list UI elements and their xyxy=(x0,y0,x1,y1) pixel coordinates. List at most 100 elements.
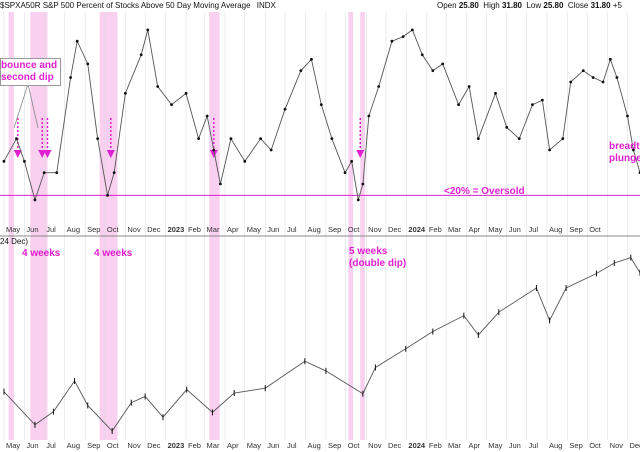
annotation-weeks-jun: 4 weeks xyxy=(22,248,61,259)
breadth-point-10 xyxy=(106,193,109,197)
breadth-point-13 xyxy=(139,53,143,57)
high-label: High xyxy=(483,1,500,10)
title-text: $SPXA50R S&P 500 Percent of Stocks Above… xyxy=(0,1,251,10)
lower-panel-header: 24 Dec) xyxy=(0,237,28,246)
highlight-band-3 xyxy=(209,12,220,440)
axis-bottom-label-19: Dec xyxy=(387,441,402,450)
low-value: 25.80 xyxy=(543,1,564,10)
axis-top-label-1: Jun xyxy=(26,225,39,234)
spx-line xyxy=(3,257,640,432)
breadth-point-3 xyxy=(33,198,37,202)
axis-bottom-label-9: Feb xyxy=(188,441,201,450)
breadth-point-19 xyxy=(205,114,209,118)
axis-top-label-14: Jul xyxy=(287,225,297,234)
annotation-oversold: <20% = Oversold xyxy=(444,186,525,197)
axis-bottom-label-18: Nov xyxy=(368,441,382,450)
axis-bottom-label-15: Aug xyxy=(307,441,321,450)
axis-bottom-label-8: 2023 xyxy=(167,441,185,450)
annotation-breadth-line1: breadth xyxy=(609,141,640,152)
annotation-bounce-line2: second dip xyxy=(1,72,54,83)
breadth-series xyxy=(2,28,640,202)
annotation-weeks-oct23-line1: 5 weeks xyxy=(349,246,388,257)
breadth-point-5 xyxy=(55,171,59,175)
bounce-pointer-1 xyxy=(13,83,29,129)
breadth-point-30 xyxy=(330,137,334,141)
axis-top-label-10: Mar xyxy=(206,225,220,234)
breadth-point-16 xyxy=(170,103,173,107)
breadth-point-20 xyxy=(212,148,216,152)
breadth-point-31 xyxy=(343,171,347,175)
close-label: Close xyxy=(567,1,589,10)
breadth-point-35 xyxy=(367,114,371,118)
dip-arrow-head-1 xyxy=(38,150,47,158)
axis-bottom-label-16: Sep xyxy=(327,441,342,450)
breadth-point-51 xyxy=(548,148,552,152)
highlight-band-1 xyxy=(30,12,48,440)
breadth-point-41 xyxy=(431,69,435,73)
axis-top-label-3: Aug xyxy=(66,225,81,234)
annotation-bounce: bounce and second dip xyxy=(0,58,62,86)
breadth-point-24 xyxy=(259,137,263,141)
close-value: 31.80 xyxy=(590,1,611,10)
breadth-point-34 xyxy=(361,182,365,186)
highlight-bands xyxy=(8,12,365,440)
annotation-weeks-oct23-line2: (double dip) xyxy=(349,258,407,269)
axis-bottom-label-20: 2024 xyxy=(408,441,426,450)
spx-series xyxy=(3,254,640,435)
breadth-point-45 xyxy=(476,137,480,141)
axis-top-label-28: Sep xyxy=(569,225,583,234)
axis-top-label-0: May xyxy=(5,225,21,234)
breadth-point-27 xyxy=(299,69,303,73)
breadth-point-57 xyxy=(608,57,612,61)
breadth-point-37 xyxy=(390,39,394,43)
breadth-point-6 xyxy=(69,76,72,79)
breadth-point-48 xyxy=(517,137,521,141)
breadth-point-25 xyxy=(269,148,273,152)
axis-bottom-label-23: Apr xyxy=(468,441,481,450)
breadth-point-18 xyxy=(197,137,200,141)
breadth-point-55 xyxy=(591,76,595,79)
annotation-weeks-oct22: 4 weeks xyxy=(94,248,133,259)
axis-top-label-22: Mar xyxy=(448,225,461,234)
breadth-point-15 xyxy=(156,85,160,88)
breadth-point-8 xyxy=(86,62,90,66)
axis-bottom-label-28: Sep xyxy=(569,441,583,450)
axis-top-label-16: Sep xyxy=(327,225,342,234)
axis-bottom-label-21: Feb xyxy=(428,441,442,450)
breadth-point-42 xyxy=(441,62,445,66)
axis-bottom-label-10: Mar xyxy=(206,441,220,450)
axis-top-label-25: Jun xyxy=(508,225,521,234)
axis-top-label-12: May xyxy=(246,225,261,234)
axis-top-label-24: May xyxy=(488,225,503,234)
axis-top-label-15: Aug xyxy=(307,225,321,234)
bounce-pointer-2 xyxy=(27,83,39,129)
axis-bottom-label-7: Dec xyxy=(147,441,161,450)
breadth-point-28 xyxy=(310,57,313,61)
axis-bottom-label-3: Aug xyxy=(66,441,81,450)
exchange-tag: INDX xyxy=(256,1,276,10)
chart-title: $SPXA50R S&P 500 Percent of Stocks Above… xyxy=(0,1,276,10)
breadth-point-2 xyxy=(23,159,26,163)
annotation-breadth-line2: plunge xyxy=(609,153,640,164)
change-value: +5 xyxy=(612,1,622,10)
breadth-point-14 xyxy=(146,28,150,32)
breadth-point-11 xyxy=(112,171,116,175)
breadth-point-22 xyxy=(229,137,233,141)
breadth-point-60 xyxy=(632,148,635,152)
axis-bottom-label-12: May xyxy=(246,441,261,450)
axis-top-label-5: Oct xyxy=(106,225,119,234)
breadth-point-44 xyxy=(467,85,471,88)
axis-bottom-label-30: Nov xyxy=(609,441,623,450)
axis-bottom-label-31: Dec xyxy=(629,441,640,450)
axis-bottom-label-27: Aug xyxy=(548,441,563,450)
breadth-point-9 xyxy=(96,137,100,141)
open-label: Open xyxy=(437,1,457,10)
axis-top-label-29: Oct xyxy=(589,225,601,234)
axis-bottom-label-13: Jun xyxy=(267,441,280,450)
breadth-point-29 xyxy=(319,103,323,107)
breadth-point-12 xyxy=(123,91,127,95)
axis-bottom-label-17: Oct xyxy=(347,441,360,450)
low-label: Low xyxy=(526,1,542,10)
axis-bottom-label-2: Jul xyxy=(46,441,56,450)
